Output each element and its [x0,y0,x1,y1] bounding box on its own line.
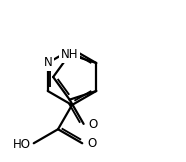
Text: O: O [89,118,98,131]
Text: HO: HO [13,138,31,151]
Text: NH: NH [61,48,78,61]
Text: O: O [87,137,97,150]
Text: N: N [43,57,52,69]
